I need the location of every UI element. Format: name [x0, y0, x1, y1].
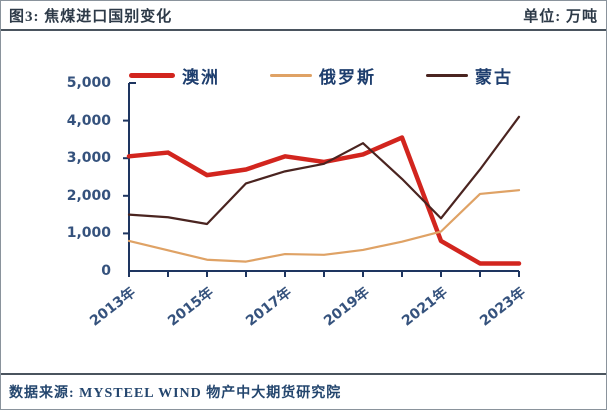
legend-item-俄罗斯: 俄罗斯: [270, 63, 376, 88]
chart-legend: 澳洲 俄罗斯 蒙古: [129, 63, 513, 88]
chart-header: 图3: 焦煤进口国别变化 单位: 万吨: [1, 1, 606, 31]
series-line-澳洲: [126, 135, 522, 266]
series-line-俄罗斯: [127, 189, 521, 263]
chart-footer: 数据来源: MYSTEEL WIND 物产中大期货研究院: [1, 373, 606, 409]
legend-line-swatch: [426, 74, 468, 77]
line-chart: [123, 82, 522, 277]
legend-label: 俄罗斯: [319, 68, 376, 87]
legend-line-swatch: [129, 73, 175, 78]
chart-area: 澳洲 俄罗斯 蒙古 0 1,000 2,000 3,000 4,000 5,000 2013年 2…: [1, 33, 606, 371]
legend-line-swatch: [270, 74, 312, 77]
y-tick-label: 0: [101, 263, 111, 279]
legend-item-蒙古: 蒙古: [426, 63, 513, 88]
series-line-蒙古: [127, 115, 521, 226]
y-tick-label: 2,000: [66, 187, 111, 204]
legend-label: 澳洲: [182, 68, 220, 87]
y-tick-label: 5,000: [66, 75, 111, 91]
unit-label: 单位: 万吨: [523, 8, 598, 25]
data-source-label: 数据来源: MYSTEEL WIND 物产中大期货研究院: [9, 386, 342, 401]
legend-item-澳洲: 澳洲: [129, 63, 220, 88]
y-tick-label: 1,000: [66, 225, 111, 242]
legend-label: 蒙古: [475, 68, 513, 87]
y-tick-label: 4,000: [66, 112, 111, 129]
chart-title: 图3: 焦煤进口国别变化: [9, 8, 173, 25]
y-tick-label: 3,000: [66, 150, 111, 167]
